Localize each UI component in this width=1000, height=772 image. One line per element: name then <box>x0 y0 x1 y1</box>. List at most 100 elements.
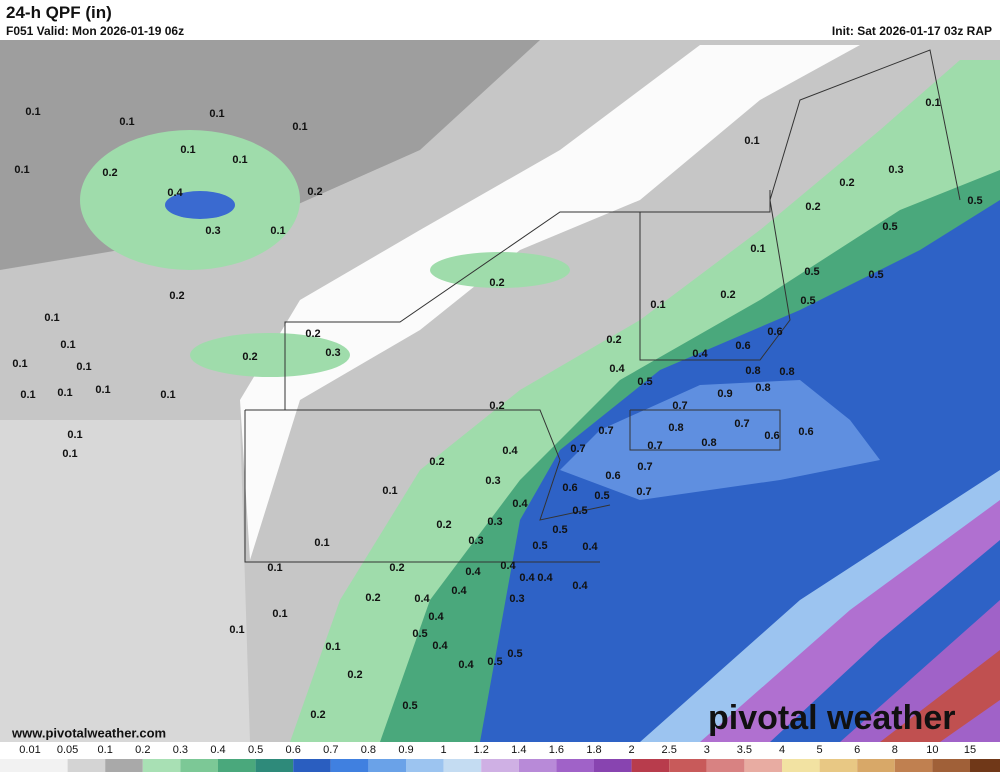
border <box>244 410 600 563</box>
qpf-label: 0.1 <box>160 389 175 401</box>
colorbar-label: 0.9 <box>398 744 413 756</box>
qpf-label: 0.2 <box>169 290 184 302</box>
colorbar-cell <box>0 759 68 772</box>
colorbar-cell <box>932 759 970 772</box>
colorbar: 0.01 0.05 0.1 0.2 0.3 0.4 0.5 0.6 0.7 0.8 0.9 1 1.2 1… <box>0 744 1000 772</box>
qpf-label: 0.5 <box>637 376 652 388</box>
qpf-label: 0.4 <box>428 611 444 623</box>
qpf-label: 0.2 <box>436 519 451 531</box>
colorbar-cell <box>368 759 406 772</box>
qpf-label: 0.2 <box>310 709 325 721</box>
colorbar-cell <box>142 759 181 772</box>
field <box>0 420 250 742</box>
colorbar-cell <box>631 759 670 772</box>
qpf-label: 0.2 <box>102 167 117 179</box>
colorbar-label: 0.05 <box>57 744 78 756</box>
qpf-label: 0.8 <box>668 422 683 434</box>
qpf-label: 0.4 <box>537 572 553 584</box>
colorbar-label: 0.2 <box>135 744 150 756</box>
qpf-label: 0.2 <box>365 592 380 604</box>
qpf-label: 0.1 <box>119 116 134 128</box>
qpf-label: 0.4 <box>167 187 183 199</box>
colorbar-cell <box>293 759 331 772</box>
colorbar-cell <box>556 759 594 772</box>
qpf-label: 0.4 <box>502 445 518 457</box>
init-time: Init: Sat 2026-01-17 03z RAP <box>831 24 992 38</box>
qpf-label: 0.1 <box>67 429 82 441</box>
border <box>629 409 781 451</box>
qpf-label: 0.4 <box>414 593 430 605</box>
colorbar-label: 0.1 <box>98 744 113 756</box>
colorbar-label: 1.4 <box>511 744 526 756</box>
field <box>190 333 350 377</box>
qpf-label: 0.1 <box>180 144 195 156</box>
colorbar-label: 15 <box>964 744 976 756</box>
qpf-label: 0.4 <box>432 640 448 652</box>
colorbar-label: 1.6 <box>549 744 564 756</box>
qpf-label: 0.1 <box>12 358 27 370</box>
colorbar-cell <box>255 759 294 772</box>
colorbar-label: 0.3 <box>173 744 188 756</box>
qpf-label: 0.5 <box>572 505 587 517</box>
qpf-label: 0.1 <box>270 225 285 237</box>
qpf-label: 0.1 <box>62 448 77 460</box>
field <box>165 191 235 219</box>
qpf-label: 0.2 <box>489 400 504 412</box>
qpf-label: 0.1 <box>60 339 75 351</box>
qpf-label: 0.9 <box>717 388 732 400</box>
field <box>700 500 1000 742</box>
qpf-label: 0.5 <box>487 656 502 668</box>
qpf-label: 0.2 <box>606 334 621 346</box>
qpf-label: 0.5 <box>402 700 417 712</box>
qpf-label: 0.6 <box>767 326 782 338</box>
qpf-label: 0.1 <box>382 485 397 497</box>
colorbar-cell <box>67 759 106 772</box>
colorbar-cell <box>481 759 519 772</box>
title: 24-h QPF (in) <box>6 3 112 22</box>
colorbar-label: 1.2 <box>474 744 489 756</box>
qpf-label: 0.7 <box>672 400 687 412</box>
qpf-label: 0.5 <box>507 648 522 660</box>
valid-time: F051 Valid: Mon 2026-01-19 06z <box>6 24 185 38</box>
border <box>639 49 961 361</box>
colorbar-label: 0.01 <box>19 744 40 756</box>
qpf-label: 0.1 <box>57 387 72 399</box>
colorbar-label: 0.5 <box>248 744 263 756</box>
logo: pivotal weather <box>708 699 956 737</box>
qpf-label: 0.4 <box>572 580 588 592</box>
qpf-label: 0.6 <box>562 482 577 494</box>
qpf-label: 0.1 <box>325 641 340 653</box>
border <box>284 190 771 410</box>
qpf-label: 0.5 <box>804 266 819 278</box>
qpf-label: 0.3 <box>509 593 524 605</box>
qpf-label: 0.1 <box>292 121 307 133</box>
qpf-label: 0.4 <box>692 348 708 360</box>
colorbar-label: 8 <box>892 744 898 756</box>
qpf-label: 0.6 <box>798 426 813 438</box>
colorbar-label: 3 <box>704 744 710 756</box>
qpf-label: 0.7 <box>637 461 652 473</box>
qpf-label: 0.8 <box>779 366 794 378</box>
colorbar-cell <box>970 759 1000 772</box>
qpf-label: 0.7 <box>598 425 613 437</box>
colorbar-label: 2 <box>629 744 635 756</box>
colorbar-cell <box>105 759 143 772</box>
qpf-label: 0.2 <box>347 669 362 681</box>
qpf-label: 0.1 <box>209 108 224 120</box>
qpf-label: 0.2 <box>389 562 404 574</box>
qpf-label: 0.1 <box>95 384 110 396</box>
colorbar-label: 10 <box>926 744 938 756</box>
qpf-label: 0.4 <box>465 566 481 578</box>
colorbar-cell <box>857 759 895 772</box>
colorbar-cell <box>406 759 444 772</box>
colorbar-cell <box>180 759 218 772</box>
qpf-label: 0.1 <box>314 537 329 549</box>
qpf-label: 0.3 <box>888 164 903 176</box>
qpf-label: 0.6 <box>605 470 620 482</box>
qpf-label: 0.1 <box>650 299 665 311</box>
qpf-label: 0.5 <box>594 490 609 502</box>
qpf-label: 0.4 <box>582 541 598 553</box>
qpf-label: 0.2 <box>720 289 735 301</box>
qpf-label: 0.5 <box>552 524 567 536</box>
colorbar-cell <box>330 759 369 772</box>
